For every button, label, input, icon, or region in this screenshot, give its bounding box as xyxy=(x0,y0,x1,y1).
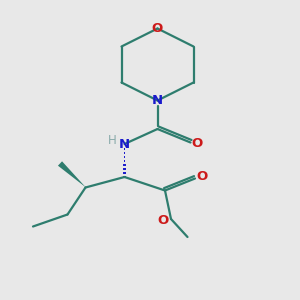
Text: N: N xyxy=(118,137,130,151)
Text: O: O xyxy=(158,214,169,227)
Text: H: H xyxy=(107,134,116,147)
Text: O: O xyxy=(152,22,163,35)
Text: O: O xyxy=(196,170,207,184)
Polygon shape xyxy=(58,161,86,187)
Text: N: N xyxy=(152,94,163,107)
Text: O: O xyxy=(191,136,203,150)
